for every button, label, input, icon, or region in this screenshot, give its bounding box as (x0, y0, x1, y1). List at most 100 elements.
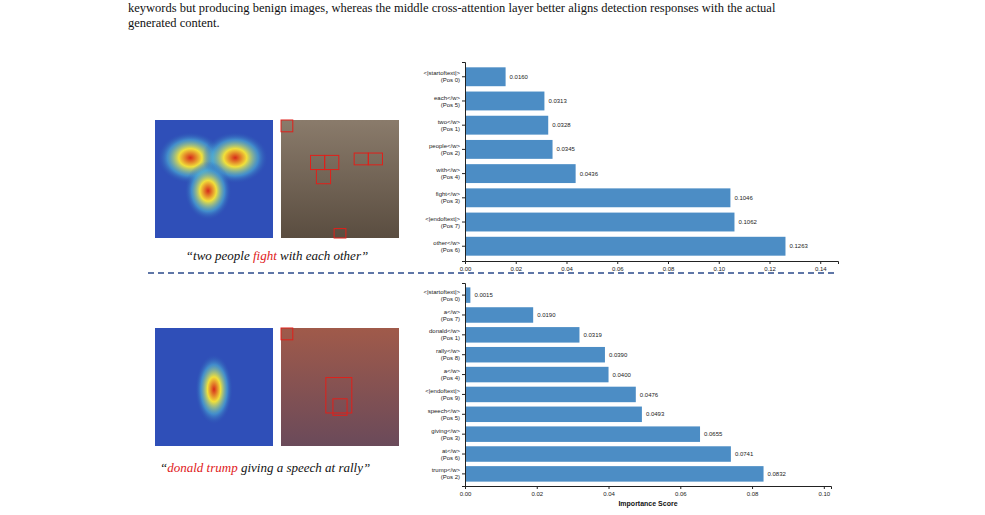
tick: speech</w>(Pos 5) (428, 408, 465, 421)
detection-box (334, 229, 346, 238)
tick-mark (820, 261, 821, 264)
tick-label: 0.06 (675, 491, 687, 497)
data-label: 0.0328 (552, 122, 571, 128)
tick-mark (668, 261, 669, 264)
data-label: 0.0015 (474, 292, 493, 298)
bar (465, 407, 642, 422)
tick: each</w>(Pos 5) (434, 95, 465, 108)
tick-mark (462, 454, 465, 455)
separator (148, 272, 838, 273)
tick-label-line: (Pos 1) (441, 126, 460, 132)
tick: with</w>(Pos 4) (435, 167, 465, 180)
bar (465, 213, 734, 232)
tick: 0.10 (818, 486, 830, 497)
tick-mark (462, 125, 465, 126)
tick-mark (719, 261, 720, 264)
tick-label-line: a</w> (444, 309, 461, 315)
tick-label: people</w>(Pos 2) (429, 143, 461, 156)
tick-mark (462, 149, 465, 150)
data-label: 0.0832 (768, 471, 787, 477)
tick: 0.04 (561, 261, 573, 272)
tick-label: speech</w>(Pos 5) (428, 408, 461, 421)
data-label: 0.0319 (583, 332, 602, 338)
bar (465, 426, 700, 441)
tick-label-line: (Pos 3) (441, 198, 460, 204)
data-label: 0.1046 (734, 195, 753, 201)
tick-label-line: (Pos 7) (441, 223, 460, 229)
tick-label: <|endoftext|>(Pos 9) (425, 388, 460, 401)
tick-label-line: each</w> (434, 95, 461, 101)
tick: 0.14 (815, 261, 827, 272)
bars (465, 287, 764, 481)
y-axis: <|startoftext|>(Pos 0) each</w>(Pos 5) two… (424, 63, 466, 262)
bar (465, 188, 730, 207)
y-axis: <|startoftext|>(Pos 0)a</w>(Pos 7)donald… (424, 284, 466, 487)
image-caption: “two people fight with each other” (186, 248, 368, 263)
tick-label: rally</w>(Pos 8) (436, 348, 461, 361)
tick-label: 0.08 (663, 266, 675, 272)
tick-mark (462, 354, 465, 355)
tick-label: 0.02 (531, 491, 543, 497)
tick-label-line: (Pos 9) (441, 395, 460, 401)
detection-box (333, 399, 347, 416)
tick-mark (566, 261, 567, 264)
caption-before: “two people (186, 248, 253, 263)
tick: other</w>(Pos 6) (433, 240, 465, 253)
heatmap-image (155, 328, 273, 446)
tick-mark (680, 486, 681, 489)
tick: at</w>(Pos 6) (441, 448, 465, 461)
heatmap-spot (185, 161, 232, 220)
tick: a</w>(Pos 4) (441, 368, 465, 381)
tick: <|endoftext|>(Pos 7) (425, 216, 465, 229)
tick-mark (537, 486, 538, 489)
tick-label: 0.04 (561, 266, 573, 272)
tick-label-line: <|endoftext|> (425, 388, 460, 394)
photo-image (281, 328, 399, 446)
tick-label-line: (Pos 0) (441, 296, 460, 302)
tick-label: <|startoftext|>(Pos 0) (424, 289, 461, 302)
detection-box (354, 153, 368, 165)
tick: 0.02 (510, 261, 522, 272)
paper-text: keywords but producing benign images, wh… (128, 1, 776, 15)
tick: 0.04 (603, 486, 615, 497)
tick: two</w>(Pos 1) (438, 119, 465, 132)
tick: 0.02 (531, 486, 543, 497)
tick-label: 0.00 (460, 266, 472, 272)
tick-label-line: <|startoftext|> (424, 70, 461, 76)
tick-label-line: (Pos 2) (441, 474, 460, 480)
tick-label-line: (Pos 0) (441, 77, 460, 83)
tick-label-line: people</w> (429, 143, 461, 149)
tick-label-line: (Pos 8) (441, 355, 460, 361)
bar (465, 347, 605, 362)
tick-label: <|endoftext|>(Pos 7) (425, 216, 460, 229)
tick-label: trump</w>(Pos 2) (432, 467, 461, 480)
tick: rally</w>(Pos 8) (436, 348, 465, 361)
tick-label-line: other</w> (433, 240, 460, 246)
x-axis-title: Importance Score (618, 500, 677, 508)
data-label: 0.0400 (613, 372, 632, 378)
tick: 0.00 (460, 261, 472, 272)
detection-box (316, 170, 330, 184)
tick: donald</w>(Pos 1) (429, 328, 465, 341)
tick-label: 0.14 (815, 266, 827, 272)
tick-label-line: rally</w> (436, 348, 461, 354)
caption-before: “ (160, 460, 167, 475)
tick-label: donald</w>(Pos 1) (429, 328, 461, 341)
tick-mark (462, 414, 465, 415)
axis-line (462, 63, 466, 262)
tick-label: at</w>(Pos 6) (441, 448, 461, 461)
tick-mark (769, 261, 770, 264)
tick-label: fight</w>(Pos 3) (436, 191, 461, 204)
data-label: 0.0655 (704, 431, 723, 437)
tick: trump</w>(Pos 2) (432, 467, 465, 480)
x-axis: 0.000.020.040.060.080.10 (460, 486, 832, 497)
tick-label-line: (Pos 5) (441, 102, 460, 108)
tick: <|startoftext|>(Pos 0) (424, 289, 465, 302)
tick-mark (617, 261, 618, 264)
tick: <|endoftext|>(Pos 9) (425, 388, 465, 401)
detection-box (368, 153, 382, 165)
tick-label: a</w>(Pos 4) (441, 368, 461, 381)
bar (465, 140, 553, 159)
tick-label: 0.08 (747, 491, 759, 497)
tick-label: giving</w>(Pos 3) (431, 428, 460, 441)
